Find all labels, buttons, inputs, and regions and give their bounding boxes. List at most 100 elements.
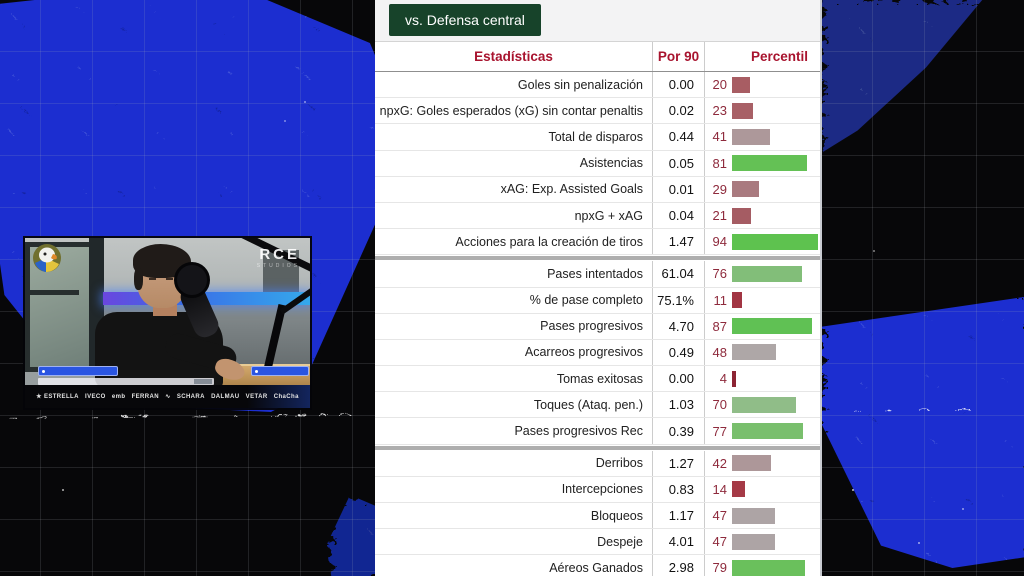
background-navy-texture (818, 0, 988, 155)
table-row: Despeje 4.01 47 (375, 529, 820, 556)
percentile-cell: 11 (704, 287, 820, 313)
stats-table-body: Goles sin penalización 0.00 20 npxG: Goles … (375, 72, 820, 576)
table-row: Acciones para la creación de tiros 1.47 94 (375, 229, 820, 256)
table-row: Toques (Ataq. pen.) 1.03 70 (375, 392, 820, 419)
speaker-eye (166, 278, 173, 280)
stat-label: Tomas exitosas (556, 371, 643, 386)
sponsor-bar: ★ ESTRELLA IVECO emb FERRAN ∿ SCHARA DALMAU VET… (25, 385, 310, 408)
progress-knob (194, 379, 212, 384)
percentile-cell: 48 (704, 339, 820, 366)
percentile-bar (732, 128, 770, 145)
stat-label: Intercepciones (561, 482, 643, 497)
stat-label: Pases progresivos (540, 319, 643, 334)
stat-label: Aéreos Ganados (549, 560, 643, 575)
table-row: Asistencias 0.05 81 (375, 150, 820, 177)
percentile-value: 94 (712, 234, 727, 250)
percentile-cell: 76 (704, 261, 820, 287)
stat-per90-value: 0.02 (652, 98, 704, 124)
stat-label: npxG + xAG (574, 208, 643, 223)
table-row: Intercepciones 0.83 14 (375, 476, 820, 503)
table-row: Tomas exitosas 0.00 4 (375, 366, 820, 393)
percentile-cell: 77 (704, 418, 820, 444)
sponsor-logo: ★ ESTRELLA (36, 394, 79, 400)
percentile-cell: 87 (704, 313, 820, 339)
table-row: Total de disparos 0.44 41 (375, 124, 820, 151)
video-player[interactable]: RCE STUDIOS ★ ESTRELLA IVECO emb FERRAN ∿ SCH… (23, 236, 312, 410)
stat-per90-value: 0.49 (652, 339, 704, 366)
stat-per90-value: 0.05 (652, 150, 704, 176)
percentile-bar (732, 344, 777, 361)
percentile-cell: 21 (704, 202, 820, 229)
stat-label: Total de disparos (548, 129, 643, 144)
percentile-value: 48 (712, 344, 727, 360)
sponsor-logo: DALMAU (211, 393, 240, 400)
percentile-value: 20 (712, 77, 727, 93)
stat-per90-value: 1.47 (652, 229, 704, 255)
stat-label: Pases progresivos Rec (514, 424, 643, 439)
stat-per90-value: 75.1% (652, 287, 704, 313)
percentile-bar (732, 396, 797, 413)
speaker-eye (149, 278, 156, 280)
percentile-cell: 29 (704, 176, 820, 202)
stat-per90-value: 0.44 (652, 124, 704, 150)
percentile-cell: 42 (704, 450, 820, 476)
percentile-bar (732, 559, 805, 576)
section-divider (375, 444, 820, 451)
watermark: RCE STUDIOS (257, 246, 300, 269)
section-divider (375, 255, 820, 262)
stat-label: Acarreos progresivos (524, 345, 643, 360)
header-percentile: Percentil (704, 42, 820, 71)
percentile-cell: 70 (704, 392, 820, 418)
stat-label: Bloqueos (590, 508, 643, 523)
percentile-bar (732, 181, 759, 198)
tag-dot-icon (255, 370, 258, 373)
sponsor-logo: SCHARA (176, 393, 205, 400)
table-row: Pases intentados 61.04 76 (375, 261, 820, 288)
percentile-value: 79 (712, 560, 727, 576)
percentile-cell: 47 (704, 529, 820, 555)
percentile-cell: 14 (704, 476, 820, 502)
percentile-bar (732, 265, 802, 282)
panel-topbar: vs. Defensa central (375, 0, 820, 42)
watermark-text: RCE (259, 246, 300, 263)
percentile-value: 77 (712, 423, 727, 439)
percentile-value: 42 (712, 455, 727, 471)
table-row: Bloqueos 1.17 47 (375, 503, 820, 530)
percentile-bar (732, 370, 736, 387)
stat-label: Acciones para la creación de tiros (455, 234, 643, 249)
stat-label: Asistencias (579, 156, 643, 171)
percentile-bar (732, 423, 803, 440)
stat-label: npxG: Goles esperados (xG) sin contar pe… (379, 103, 643, 118)
sponsor-logo: VETAR (245, 393, 268, 400)
percentile-bar (732, 76, 751, 93)
percentile-cell: 4 (704, 366, 820, 392)
stat-per90-value: 4.70 (652, 313, 704, 339)
percentile-value: 23 (712, 103, 727, 119)
stat-per90-value: 0.04 (652, 202, 704, 229)
percentile-cell: 81 (704, 150, 820, 176)
stat-label: % de pase completo (529, 293, 643, 308)
percentile-bar (732, 533, 776, 550)
percentile-value: 4 (719, 371, 727, 387)
table-row: Goles sin penalización 0.00 20 (375, 72, 820, 99)
table-row: Pases progresivos Rec 0.39 77 (375, 418, 820, 445)
percentile-value: 41 (712, 129, 727, 145)
percentile-bar (732, 481, 745, 498)
stat-label: Despeje (597, 534, 643, 549)
stat-per90-value: 1.17 (652, 503, 704, 529)
percentile-value: 29 (712, 181, 727, 197)
percentile-bar (732, 507, 776, 524)
club-badge-logo (33, 244, 61, 273)
watermark-subtext: STUDIOS (256, 263, 300, 269)
table-row: npxG: Goles esperados (xG) sin contar pe… (375, 98, 820, 125)
table-row: xAG: Exp. Assisted Goals 0.01 29 (375, 176, 820, 203)
position-filter-button[interactable]: vs. Defensa central (389, 4, 541, 36)
stream-tag-right (251, 366, 309, 376)
percentile-value: 47 (712, 508, 727, 524)
percentile-cell: 20 (704, 72, 820, 98)
percentile-cell: 94 (704, 229, 820, 255)
stat-per90-value: 1.27 (652, 450, 704, 476)
percentile-bar (732, 455, 771, 472)
tag-dot-icon (42, 370, 45, 373)
